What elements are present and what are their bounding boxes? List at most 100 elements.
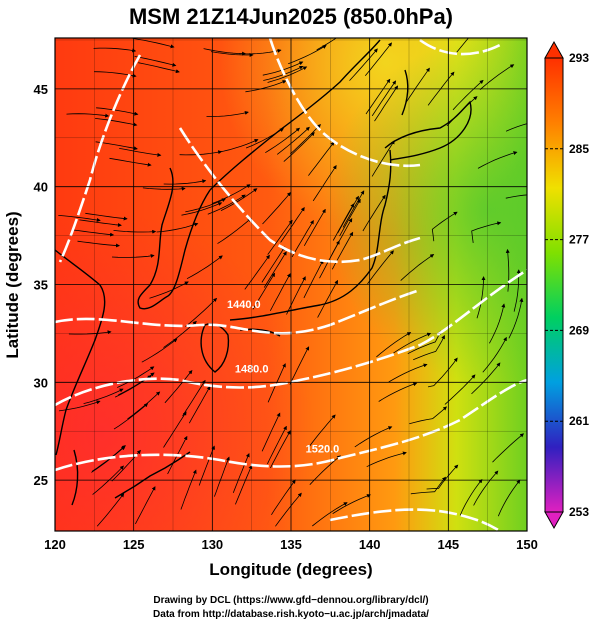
streamline	[471, 362, 501, 395]
streamline	[252, 272, 276, 310]
streamline	[77, 240, 120, 248]
streamline	[91, 446, 126, 473]
streamline	[427, 357, 458, 388]
streamline	[339, 198, 361, 237]
streamline	[244, 254, 270, 290]
colorbar-tick-label: 269	[569, 323, 589, 337]
streamline	[163, 411, 187, 448]
streamline	[431, 211, 458, 242]
streamline	[185, 198, 226, 213]
streamline	[96, 493, 125, 527]
streamline	[482, 336, 507, 373]
streamline	[410, 476, 447, 495]
streamline	[210, 51, 254, 57]
streamline	[289, 346, 310, 385]
streamline	[164, 369, 193, 404]
streamline	[79, 219, 122, 227]
streamline	[207, 194, 246, 215]
x-tick-label: 150	[516, 537, 538, 552]
streamline	[93, 47, 137, 53]
y-tick-label: 40	[34, 180, 48, 195]
y-axis-ticks: 25 30 35 40 45	[34, 82, 48, 488]
streamline	[214, 456, 230, 497]
streamline	[288, 45, 327, 65]
streamline	[371, 80, 397, 117]
streamline	[362, 194, 386, 232]
streamline	[206, 110, 249, 118]
x-axis-label: Longitude (degrees)	[209, 560, 372, 579]
streamline	[118, 372, 155, 396]
colorbar-tick-label: 293	[569, 51, 589, 65]
streamline	[349, 48, 378, 81]
streamline	[473, 470, 499, 506]
streamline	[185, 297, 218, 327]
streamline	[180, 469, 197, 510]
streamline	[513, 269, 521, 312]
colorbar-tick-label: 261	[569, 414, 589, 428]
colorbar-min-arrow	[544, 511, 564, 530]
streamline	[508, 297, 524, 339]
x-axis-ticks: 120 125 130 135 140 145 150	[44, 537, 538, 552]
streamline	[261, 412, 281, 452]
streamline	[245, 80, 287, 93]
colorbar-tick-label: 277	[569, 233, 589, 247]
streamline	[280, 207, 305, 243]
y-axis-label: Latitude (degrees)	[3, 211, 22, 358]
y-tick-label: 25	[34, 473, 48, 488]
streamline	[471, 221, 502, 243]
streamline	[188, 385, 211, 424]
colorbar-tick-label: 253	[569, 505, 589, 519]
streamline	[141, 338, 178, 363]
streamline	[117, 366, 155, 388]
streamline	[312, 165, 337, 202]
credit-drawing: Drawing by DCL (https://www.gfd−dennou.o…	[153, 595, 428, 606]
streamline	[342, 190, 365, 228]
streamline	[66, 113, 110, 118]
streamline	[291, 220, 314, 258]
streamline	[92, 465, 124, 495]
streamline	[232, 453, 250, 493]
colorbar-gradient	[545, 58, 563, 512]
streamline	[290, 124, 321, 155]
streamline	[235, 464, 253, 505]
streamline	[409, 406, 447, 425]
streamline	[267, 363, 286, 403]
streamline	[142, 186, 186, 191]
streamline	[265, 127, 301, 154]
colorbar: 293 285 277 269 261 253	[544, 40, 589, 530]
streamline	[270, 430, 291, 469]
streamline	[393, 332, 432, 354]
streamline	[312, 502, 348, 527]
streamline	[331, 218, 353, 256]
streamline	[71, 229, 115, 237]
streamline	[452, 79, 484, 111]
streamline	[459, 478, 483, 516]
streamline	[113, 403, 149, 430]
streamline	[489, 303, 506, 344]
streamline	[182, 379, 206, 417]
streamline	[354, 426, 393, 448]
streamline	[477, 151, 518, 169]
streamline	[134, 56, 177, 67]
streamline	[149, 281, 189, 299]
streamline	[269, 273, 291, 311]
contour-lines	[55, 38, 527, 531]
streamline	[317, 279, 338, 318]
streamline	[267, 66, 308, 83]
streamline	[476, 276, 486, 319]
y-tick-label: 30	[34, 375, 48, 390]
streamline	[220, 188, 258, 211]
streamline	[267, 425, 287, 465]
streamline	[371, 140, 395, 177]
graticule	[55, 38, 527, 531]
streamline	[309, 455, 341, 485]
streamline	[186, 255, 223, 280]
chart-title: MSM 21Z14Jun2025 (850.0hPa)	[129, 4, 453, 29]
streamline	[163, 179, 207, 185]
streamline	[181, 202, 223, 216]
streamline	[262, 191, 291, 225]
streamline	[492, 433, 525, 463]
streamline	[276, 126, 310, 155]
